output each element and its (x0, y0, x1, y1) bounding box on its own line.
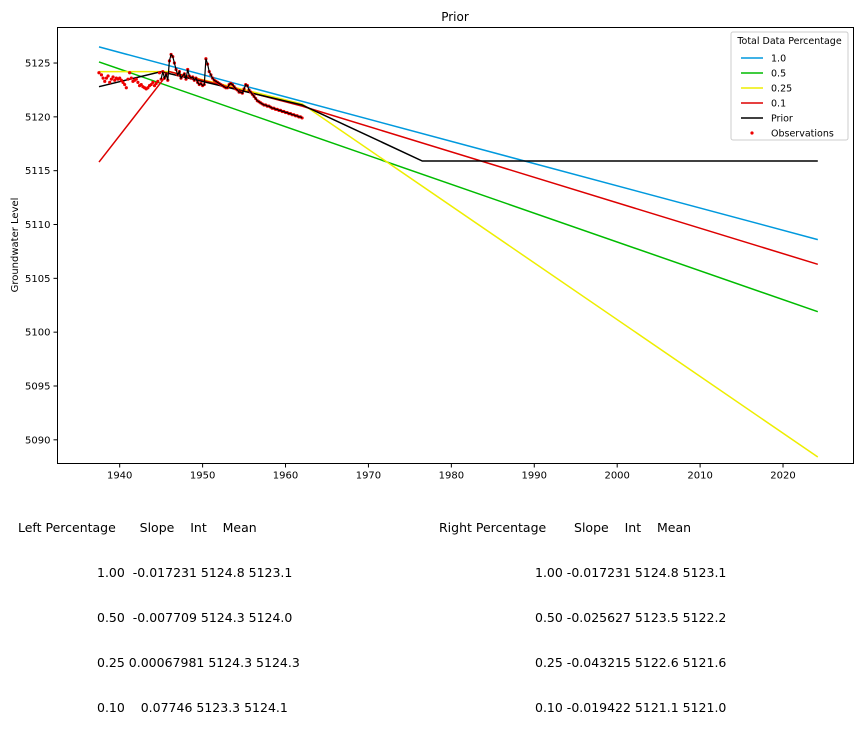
observation-point (103, 79, 107, 83)
observation-point (119, 78, 123, 82)
x-tick-label: 1950 (190, 471, 215, 482)
y-tick-label: 5125 (25, 59, 50, 70)
right-stats-row: 0.10 -0.019422 5121.1 5121.0 (535, 700, 727, 715)
series-line-1p0 (98, 46, 818, 241)
y-tick-label: 5100 (25, 328, 50, 339)
observation-point (156, 79, 160, 83)
observation-point (106, 74, 110, 78)
series-line-0p1 (98, 70, 819, 266)
legend-entry-label: 0.1 (771, 99, 786, 110)
right-stats-row: 1.00 -0.017231 5124.8 5123.1 (535, 565, 727, 580)
legend: Total Data Percentage 1.0 0.5 0.25 0.1 Prior O… (730, 31, 849, 141)
observation-point (109, 77, 113, 81)
observation-point (124, 86, 128, 90)
x-tick-label: 1970 (356, 471, 381, 482)
observation-point (129, 76, 133, 80)
legend-entry-label: Observations (771, 129, 834, 140)
series-line-prior (98, 70, 818, 162)
y-tick-label: 5090 (25, 435, 50, 446)
observation-point (128, 71, 132, 75)
left-stats-row: 0.50 -0.007709 5124.3 5124.0 (97, 610, 293, 625)
y-tick-label: 5115 (25, 166, 50, 177)
observation-point (146, 86, 150, 90)
y-tick-label: 5105 (25, 274, 50, 285)
observation-point (126, 77, 130, 81)
plot-frame (57, 27, 854, 464)
legend-title: Total Data Percentage (736, 36, 842, 47)
left-stats-row: 0.25 0.00067981 5124.3 5124.3 (97, 655, 300, 670)
observation-point (136, 80, 140, 85)
observation-point (139, 82, 143, 87)
plot-area: 1940 1950 1960 1970 1980 1990 2000 2010 2020 5090… (25, 46, 819, 482)
observation-point (123, 82, 127, 87)
x-tick-label: 1960 (273, 471, 298, 482)
legend-entry-label: 0.25 (771, 84, 792, 95)
legend-entry-label: 0.5 (771, 69, 786, 80)
left-stats-table: Left Percentage Slope Int Mean 1.00 -0.0… (18, 490, 300, 730)
left-stats-row: 0.10 0.07746 5123.3 5124.1 (97, 700, 288, 715)
x-tick-label: 1940 (107, 471, 132, 482)
series-line-0p5 (98, 61, 819, 313)
observation-point (154, 81, 158, 86)
observation-point (104, 76, 109, 80)
right-stats-row: 0.25 -0.043215 5122.6 5121.6 (535, 655, 727, 670)
legend-marker (750, 131, 754, 135)
y-axis-label: Groundwater Level (10, 198, 21, 293)
observation-point (97, 71, 101, 75)
x-tick-label: 1990 (522, 471, 547, 482)
observation-point (121, 80, 125, 85)
y-tick-label: 5120 (25, 112, 50, 123)
series-observations (97, 52, 304, 120)
x-tick-label: 2000 (604, 471, 629, 482)
legend-box (730, 31, 849, 141)
x-tick-label: 1980 (439, 471, 464, 482)
observation-point (152, 84, 157, 88)
y-tick-label: 5110 (25, 220, 50, 231)
x-tick-label: 2020 (770, 471, 795, 482)
left-stats-row: 1.00 -0.017231 5124.8 5123.1 (97, 565, 293, 580)
observation-point (101, 76, 105, 80)
observation-point (111, 75, 115, 79)
observation-point (118, 76, 122, 80)
observation-point (113, 78, 117, 82)
y-tick-label: 5095 (25, 381, 50, 392)
observation-point (149, 82, 153, 87)
series-line-0p25 (99, 70, 819, 458)
legend-entry-label: 1.0 (771, 54, 786, 65)
observation-point (157, 71, 162, 75)
legend-entry-label: Prior (771, 114, 793, 125)
right-stats-table: Right Percentage Slope Int Mean 1.00 -0.… (439, 490, 726, 730)
chart-title: Prior (441, 10, 469, 24)
right-stats-header: Right Percentage Slope Int Mean (439, 520, 692, 535)
observation-point (134, 77, 138, 81)
chart: Prior Groundwater Level 1940 1950 1960 1970… (10, 10, 854, 482)
observation-point (108, 80, 112, 85)
observation-point (151, 80, 155, 85)
observation-point (99, 73, 104, 77)
left-stats-header: Left Percentage Slope Int Mean (18, 520, 257, 535)
observation-trace (160, 53, 303, 119)
x-tick-label: 2010 (687, 471, 712, 482)
right-stats-row: 0.50 -0.025627 5123.5 5122.2 (535, 610, 727, 625)
